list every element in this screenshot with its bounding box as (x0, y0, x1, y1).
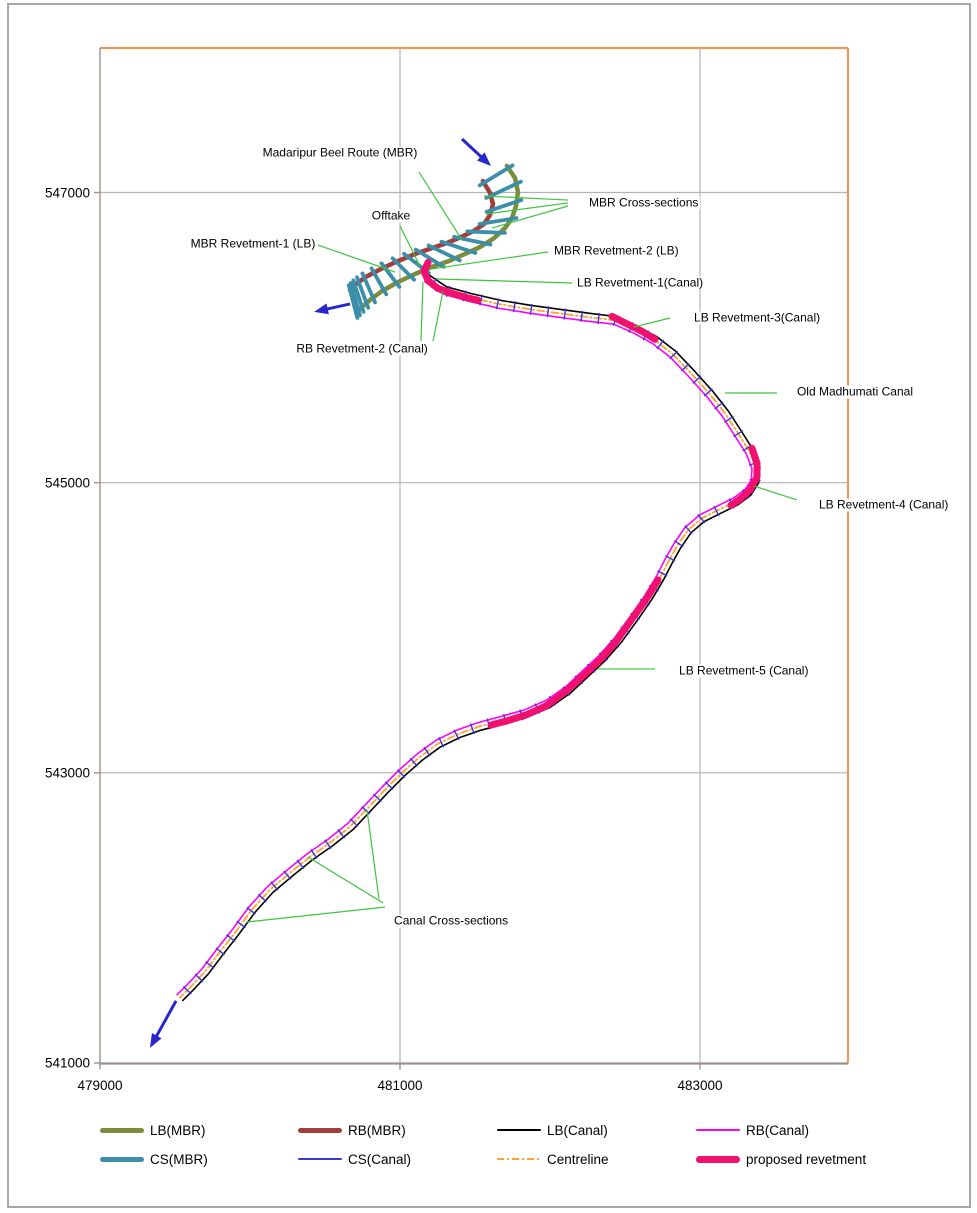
y-tick-543000: 543000 (44, 765, 90, 781)
annotation-lb-revetment-4-canal: LB Revetment-4 (Canal) (817, 497, 951, 512)
legend-swatch-rb-canal (696, 1129, 740, 1131)
y-tick-541000: 541000 (44, 1055, 90, 1071)
legend-label: RB(MBR) (348, 1122, 406, 1138)
legend-label: LB(Canal) (547, 1122, 608, 1138)
x-tick-483000: 483000 (677, 1078, 723, 1093)
legend-label: Centreline (547, 1151, 609, 1167)
legend-item-centreline: Centreline (497, 1151, 609, 1167)
annotation-old-madhumati-canal: Old Madhumati Canal (794, 384, 915, 399)
legend-swatch-rb-mbr (298, 1127, 342, 1133)
legend-item-rb-mbr: RB(MBR) (298, 1122, 406, 1138)
legend-label: proposed revetment (746, 1151, 867, 1167)
annotation-madaripur-beel-route: Madaripur Beel Route (MBR) (260, 145, 420, 160)
legend-item-lb-mbr: LB(MBR) (100, 1122, 206, 1138)
x-tick-481000: 481000 (377, 1078, 423, 1093)
legend-item-cs-canal: CS(Canal) (298, 1151, 411, 1167)
legend-label: CS(Canal) (348, 1151, 412, 1167)
legend-swatch-centreline (497, 1158, 541, 1160)
legend-swatch-cs-canal (298, 1158, 342, 1160)
annotation-canal-cross-sections: Canal Cross-sections (392, 913, 511, 928)
legend-swatch-lb-mbr (100, 1127, 144, 1133)
annotation-offtake: Offtake (369, 208, 413, 223)
legend-label: RB(Canal) (746, 1122, 810, 1138)
annotation-mbr-revetment-2-lb: MBR Revetment-2 (LB) (551, 243, 681, 258)
legend-label: LB(MBR) (150, 1122, 206, 1138)
annotation-lb-revetment-5-canal: LB Revetment-5 (Canal) (677, 663, 811, 678)
x-tick-479000: 479000 (77, 1078, 123, 1093)
legend-item-cs-mbr: CS(MBR) (100, 1151, 208, 1167)
legend-swatch-cs-mbr (100, 1156, 144, 1162)
legend-swatch-proposed-revetment (696, 1155, 740, 1163)
annotation-lb-revetment-3-canal: LB Revetment-3(Canal) (692, 310, 823, 325)
legend-item-rb-canal: RB(Canal) (696, 1122, 809, 1138)
annotation-rb-revetment-2-canal: RB Revetment-2 (Canal) (294, 341, 430, 356)
annotation-mbr-revetment-1-lb: MBR Revetment-1 (LB) (188, 236, 318, 251)
legend-item-lb-canal: LB(Canal) (497, 1122, 608, 1138)
legend-item-proposed-revetment: proposed revetment (696, 1151, 866, 1167)
annotation-mbr-cross-sections: MBR Cross-sections (587, 195, 701, 210)
y-tick-545000: 545000 (44, 475, 90, 491)
legend-label: CS(MBR) (150, 1151, 208, 1167)
annotation-lb-revetment-1-canal: LB Revetment-1(Canal) (575, 275, 706, 290)
y-tick-547000: 547000 (44, 185, 90, 200)
legend-swatch-lb-canal (497, 1129, 541, 1131)
